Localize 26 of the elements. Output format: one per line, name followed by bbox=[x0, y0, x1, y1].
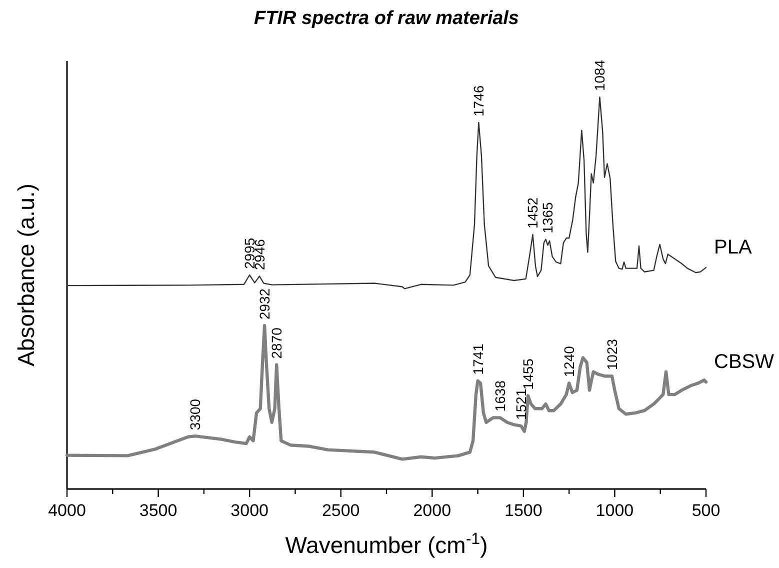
x-tick-label: 4000 bbox=[48, 501, 86, 520]
annotation: 1746 bbox=[470, 85, 487, 117]
series-label: PLA bbox=[714, 236, 752, 259]
x-tick-label: 3500 bbox=[139, 501, 178, 520]
annotation: 1521 bbox=[513, 388, 530, 420]
x-tick-label: 2500 bbox=[322, 501, 360, 520]
annotation: 1023 bbox=[604, 338, 620, 370]
x-tick-label: 3000 bbox=[230, 501, 268, 520]
annotation: 1365 bbox=[540, 202, 556, 234]
annotation: 2870 bbox=[268, 327, 285, 359]
annotation: 1240 bbox=[561, 346, 578, 378]
annotation: 1455 bbox=[520, 358, 536, 390]
x-tick-label: 1500 bbox=[504, 501, 542, 520]
annotation: 2932 bbox=[256, 288, 273, 320]
annotation: 1452 bbox=[524, 197, 541, 229]
x-tick-label: 500 bbox=[692, 501, 720, 520]
chart-title: FTIR spectra of raw materials bbox=[254, 8, 520, 29]
annotation: 1638 bbox=[492, 380, 508, 412]
x-tick-label: 1000 bbox=[596, 501, 634, 520]
y-axis-title: Absorbance (a.u.) bbox=[13, 184, 39, 366]
annotation: 3300 bbox=[187, 398, 204, 430]
series-label: CBSW bbox=[714, 351, 774, 373]
annotation: 1084 bbox=[592, 60, 608, 92]
x-tick-label: 2000 bbox=[413, 501, 452, 520]
annotation: 1741 bbox=[470, 343, 486, 375]
x-axis-title: Wavenumber (cm$^{-1}$) bbox=[285, 530, 488, 558]
